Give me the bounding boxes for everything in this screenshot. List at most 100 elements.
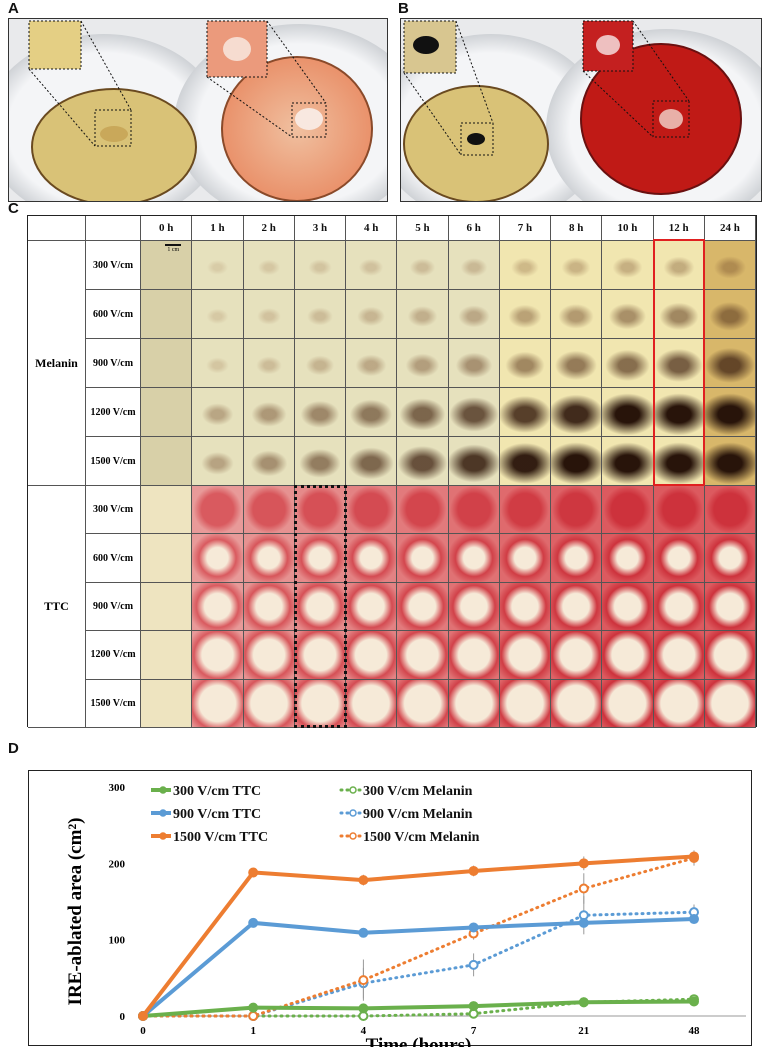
image-cell [551, 290, 603, 339]
y-tick-label: 0 [120, 1011, 126, 1023]
image-cell [243, 437, 295, 486]
x-tick-label: 21 [578, 1025, 589, 1037]
panel-label-a: A [8, 0, 19, 17]
column-header: 6 h [448, 216, 500, 241]
image-cell [602, 679, 654, 728]
image-cell [448, 339, 500, 388]
image-cell [499, 437, 551, 486]
x-axis-title: Time (hours) [366, 1035, 472, 1047]
image-cell [397, 290, 449, 339]
image-cell [294, 631, 346, 680]
image-cell [704, 679, 756, 728]
image-cell [704, 290, 756, 339]
row-label: 900 V/cm [86, 582, 141, 632]
y-tick-label: 300 [109, 782, 126, 794]
image-cell [499, 486, 551, 535]
image-cell [499, 631, 551, 680]
image-cell [397, 388, 449, 437]
legend-label-900-v-cm-melanin: 900 V/cm Melanin [363, 807, 473, 822]
data-point-1500-v-cm-ttc [138, 1011, 148, 1021]
image-cell [602, 582, 654, 632]
image-cell [653, 534, 705, 583]
image-cell [243, 486, 295, 535]
legend-marker-1500-v-cm-ttc [159, 832, 167, 840]
image-cell [294, 339, 346, 388]
image-cell [141, 437, 193, 486]
image-cell [346, 534, 398, 583]
series-line-1500-v-cm-ttc [141, 854, 695, 1018]
potato-slices-24h-photo [401, 20, 761, 201]
image-cell [499, 679, 551, 728]
data-point-900-v-cm-ttc [689, 914, 699, 925]
image-cell [602, 631, 654, 680]
header-corner [28, 216, 86, 241]
image-cell [448, 486, 500, 535]
image-cell [551, 631, 603, 680]
panel-label-b: B [398, 0, 409, 17]
image-cell [243, 241, 295, 290]
image-cell [653, 290, 705, 339]
image-cell [346, 437, 398, 486]
image-cell [294, 679, 346, 728]
image-cell [602, 534, 654, 583]
image-cell [397, 534, 449, 583]
legend-label-1500-v-cm-melanin: 1500 V/cm Melanin [363, 830, 480, 845]
image-cell [192, 437, 244, 486]
image-cell [653, 388, 705, 437]
column-header: 7 h [499, 216, 551, 241]
image-cell [653, 486, 705, 535]
data-point-300-v-cm-ttc [689, 996, 699, 1007]
image-cell [346, 631, 398, 680]
image-cell [192, 582, 244, 632]
column-header: 3 h [294, 216, 346, 241]
column-header: 2 h [243, 216, 295, 241]
image-cell [397, 582, 449, 632]
image-cell [192, 388, 244, 437]
image-cell [346, 679, 398, 728]
y-tick-label: 200 [109, 858, 126, 870]
row-label: 600 V/cm [86, 290, 141, 339]
image-cell [704, 534, 756, 583]
image-cell [141, 388, 193, 437]
data-point-1500-v-cm-melanin [358, 975, 369, 986]
image-cell [243, 290, 295, 339]
data-point-900-v-cm-ttc [468, 922, 479, 933]
column-header: 4 h [346, 216, 398, 241]
image-cell [141, 631, 193, 680]
image-cell [499, 290, 551, 339]
data-point-900-v-cm-ttc [358, 927, 369, 938]
column-header: 0 h [141, 216, 193, 241]
group-label-melanin: Melanin [28, 241, 86, 486]
image-cell [653, 679, 705, 728]
image-cell [602, 388, 654, 437]
data-point-1500-v-cm-ttc [248, 867, 259, 878]
image-cell [448, 241, 500, 290]
x-tick-label: 7 [471, 1025, 477, 1037]
image-cell [551, 241, 603, 290]
data-point-900-v-cm-ttc [578, 917, 589, 928]
panel-label-d: D [8, 740, 19, 757]
image-cell [551, 339, 603, 388]
row-label: 900 V/cm [86, 339, 141, 388]
row-label: 1500 V/cm [86, 679, 141, 728]
image-cell [294, 582, 346, 632]
legend-label-900-v-cm-ttc: 900 V/cm TTC [173, 807, 261, 822]
row-label: 300 V/cm [86, 241, 141, 290]
data-point-300-v-cm-ttc [468, 1001, 479, 1012]
image-cell [602, 339, 654, 388]
image-cell [346, 388, 398, 437]
image-cell [704, 241, 756, 290]
image-cell [141, 534, 193, 583]
image-cell [141, 486, 193, 535]
image-cell [704, 437, 756, 486]
image-cell [192, 631, 244, 680]
data-point-300-v-cm-ttc [358, 1003, 369, 1014]
image-cell [448, 437, 500, 486]
image-cell [653, 582, 705, 632]
image-cell [141, 582, 193, 632]
legend-label-1500-v-cm-ttc: 1500 V/cm TTC [173, 830, 268, 845]
image-cell [704, 486, 756, 535]
image-cell [653, 339, 705, 388]
data-point-1500-v-cm-melanin [578, 883, 589, 894]
